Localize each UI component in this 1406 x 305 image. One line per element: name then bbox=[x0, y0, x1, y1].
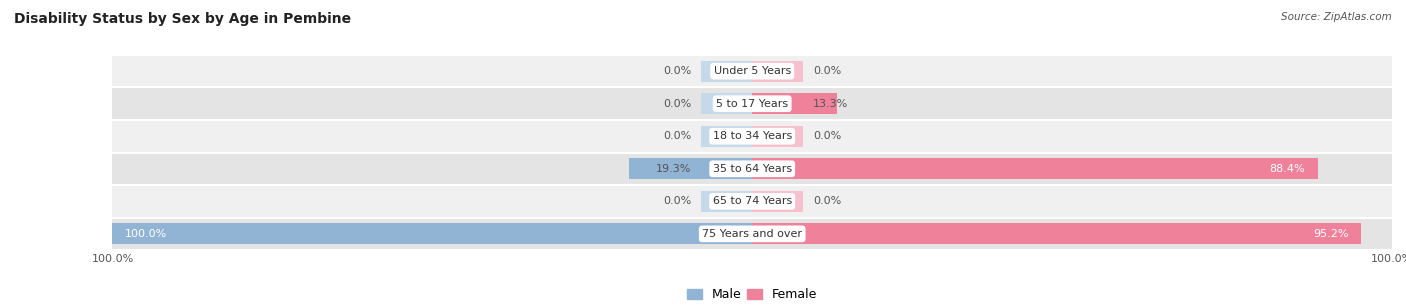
Text: 0.0%: 0.0% bbox=[813, 131, 841, 141]
Bar bbox=[752, 93, 838, 114]
Bar bbox=[702, 223, 752, 244]
Text: 0.0%: 0.0% bbox=[813, 66, 841, 76]
Text: 35 to 64 Years: 35 to 64 Years bbox=[713, 164, 792, 174]
Text: Under 5 Years: Under 5 Years bbox=[714, 66, 790, 76]
Text: 0.0%: 0.0% bbox=[813, 196, 841, 206]
Legend: Male, Female: Male, Female bbox=[682, 283, 823, 305]
Bar bbox=[112, 55, 1392, 88]
Text: 100.0%: 100.0% bbox=[125, 229, 167, 239]
Bar bbox=[112, 185, 1392, 217]
Bar bbox=[752, 61, 803, 82]
Text: Source: ZipAtlas.com: Source: ZipAtlas.com bbox=[1281, 12, 1392, 22]
Text: Disability Status by Sex by Age in Pembine: Disability Status by Sex by Age in Pembi… bbox=[14, 12, 352, 26]
Text: 65 to 74 Years: 65 to 74 Years bbox=[713, 196, 792, 206]
Text: 19.3%: 19.3% bbox=[657, 164, 692, 174]
Bar bbox=[702, 158, 752, 179]
Bar bbox=[112, 120, 1392, 152]
Text: 75 Years and over: 75 Years and over bbox=[702, 229, 803, 239]
Bar bbox=[112, 217, 1392, 250]
Bar bbox=[702, 191, 752, 212]
Text: 0.0%: 0.0% bbox=[664, 66, 692, 76]
Text: 0.0%: 0.0% bbox=[664, 131, 692, 141]
Bar bbox=[702, 61, 752, 82]
Bar bbox=[752, 93, 803, 114]
Bar bbox=[752, 126, 803, 147]
Bar bbox=[702, 93, 752, 114]
Bar bbox=[752, 158, 1317, 179]
Text: 95.2%: 95.2% bbox=[1313, 229, 1348, 239]
Text: 13.3%: 13.3% bbox=[813, 99, 848, 109]
Text: 18 to 34 Years: 18 to 34 Years bbox=[713, 131, 792, 141]
Text: 0.0%: 0.0% bbox=[664, 196, 692, 206]
Bar bbox=[752, 223, 1361, 244]
Text: 88.4%: 88.4% bbox=[1270, 164, 1305, 174]
Bar bbox=[752, 223, 803, 244]
Text: 5 to 17 Years: 5 to 17 Years bbox=[716, 99, 789, 109]
Bar bbox=[752, 158, 803, 179]
Bar bbox=[112, 223, 752, 244]
Bar bbox=[112, 88, 1392, 120]
Text: 0.0%: 0.0% bbox=[664, 99, 692, 109]
Bar bbox=[112, 152, 1392, 185]
Bar bbox=[702, 126, 752, 147]
Bar bbox=[628, 158, 752, 179]
Bar bbox=[752, 191, 803, 212]
